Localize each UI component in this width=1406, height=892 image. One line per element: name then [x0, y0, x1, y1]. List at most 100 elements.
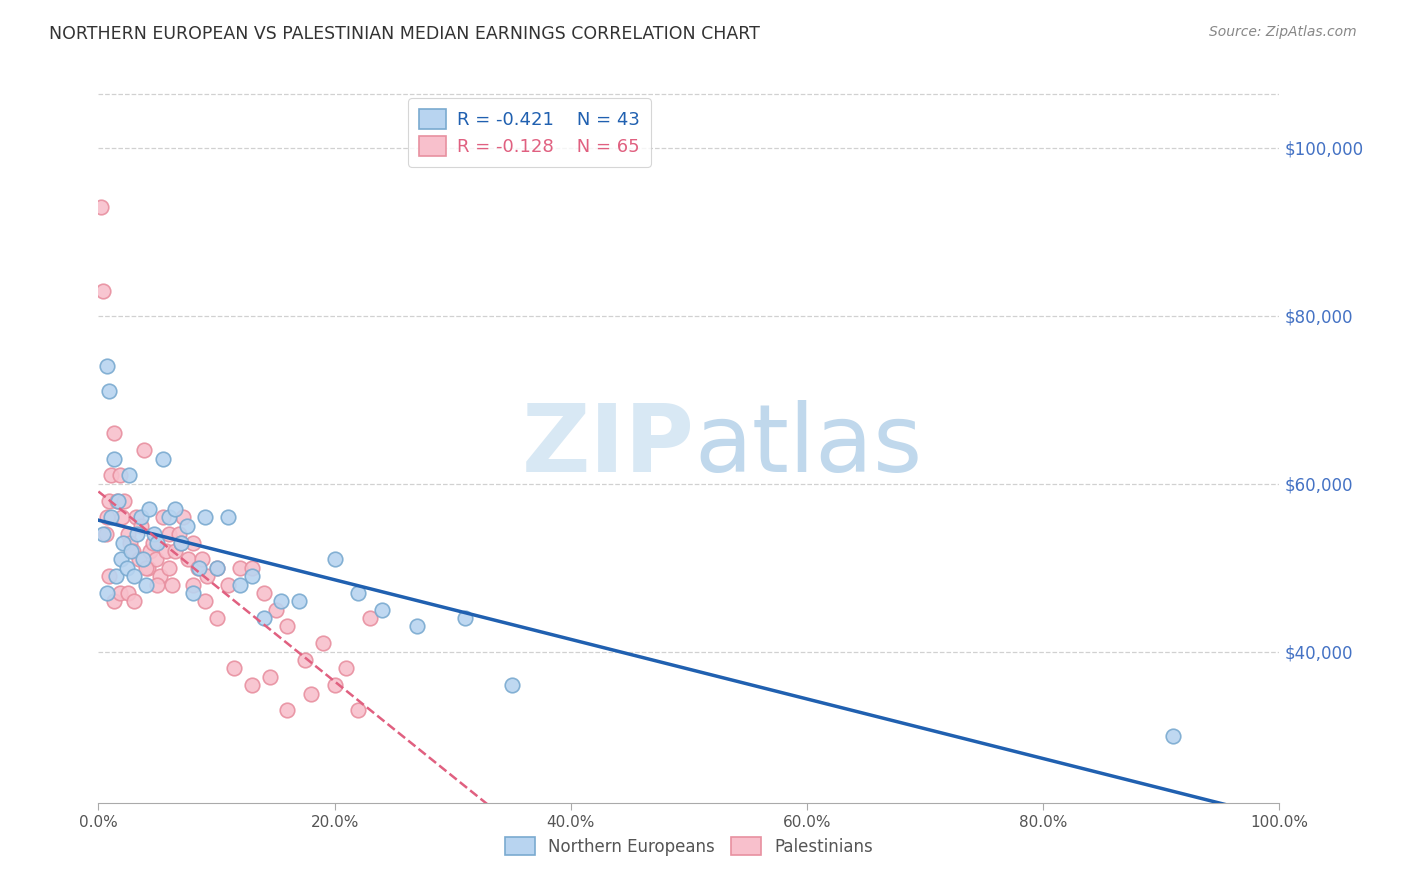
- Point: [217, 510, 239, 524]
- Point: [240, 569, 263, 583]
- Point: [224, 661, 246, 675]
- Point: [108, 468, 131, 483]
- Point: [347, 703, 370, 717]
- Point: [264, 603, 287, 617]
- Point: [217, 577, 239, 591]
- Point: [165, 544, 187, 558]
- Point: [187, 560, 209, 574]
- Point: [94, 527, 117, 541]
- Point: [90, 200, 112, 214]
- Point: [270, 594, 292, 608]
- Point: [98, 569, 121, 583]
- Point: [115, 560, 138, 574]
- Point: [118, 468, 141, 483]
- Point: [312, 636, 335, 650]
- Point: [160, 577, 183, 591]
- Point: [170, 535, 193, 549]
- Point: [112, 535, 135, 549]
- Point: [299, 687, 322, 701]
- Point: [205, 560, 228, 574]
- Point: [120, 535, 142, 549]
- Text: Source: ZipAtlas.com: Source: ZipAtlas.com: [1209, 25, 1357, 39]
- Point: [132, 552, 155, 566]
- Point: [112, 493, 135, 508]
- Point: [134, 443, 156, 458]
- Point: [136, 560, 159, 574]
- Point: [142, 527, 165, 541]
- Point: [157, 510, 180, 524]
- Point: [240, 560, 263, 574]
- Point: [294, 653, 316, 667]
- Point: [121, 544, 143, 558]
- Point: [229, 560, 252, 574]
- Point: [181, 535, 204, 549]
- Point: [152, 451, 174, 466]
- Point: [194, 594, 217, 608]
- Point: [135, 560, 157, 574]
- Point: [176, 518, 198, 533]
- Point: [103, 594, 125, 608]
- Text: atlas: atlas: [695, 400, 924, 492]
- Point: [276, 703, 298, 717]
- Point: [335, 661, 357, 675]
- Point: [149, 569, 172, 583]
- Point: [157, 560, 180, 574]
- Point: [96, 510, 118, 524]
- Point: [142, 535, 165, 549]
- Point: [138, 502, 160, 516]
- Point: [100, 468, 122, 483]
- Point: [1161, 729, 1184, 743]
- Point: [253, 586, 276, 600]
- Point: [406, 619, 429, 633]
- Point: [259, 670, 281, 684]
- Point: [371, 603, 394, 617]
- Point: [145, 552, 167, 566]
- Point: [170, 535, 193, 549]
- Point: [205, 611, 228, 625]
- Point: [195, 569, 218, 583]
- Point: [107, 493, 129, 508]
- Point: [96, 359, 118, 374]
- Point: [347, 586, 370, 600]
- Point: [191, 552, 214, 566]
- Legend: Northern Europeans, Palestinians: Northern Europeans, Palestinians: [495, 827, 883, 866]
- Point: [181, 577, 204, 591]
- Point: [103, 451, 125, 466]
- Point: [105, 569, 128, 583]
- Point: [146, 535, 169, 549]
- Point: [122, 569, 145, 583]
- Point: [129, 510, 152, 524]
- Point: [323, 552, 346, 566]
- Point: [105, 493, 128, 508]
- Point: [103, 426, 125, 441]
- Point: [111, 510, 134, 524]
- Point: [128, 552, 150, 566]
- Point: [91, 284, 114, 298]
- Point: [98, 384, 121, 399]
- Point: [194, 510, 217, 524]
- Point: [135, 577, 157, 591]
- Point: [157, 527, 180, 541]
- Point: [229, 577, 252, 591]
- Point: [288, 594, 311, 608]
- Point: [253, 611, 276, 625]
- Point: [129, 518, 152, 533]
- Point: [359, 611, 381, 625]
- Point: [117, 527, 139, 541]
- Point: [167, 527, 190, 541]
- Point: [155, 544, 177, 558]
- Point: [187, 560, 209, 574]
- Point: [240, 678, 263, 692]
- Point: [117, 586, 139, 600]
- Point: [122, 594, 145, 608]
- Point: [127, 527, 149, 541]
- Point: [125, 510, 148, 524]
- Point: [98, 493, 121, 508]
- Point: [323, 678, 346, 692]
- Point: [453, 611, 475, 625]
- Point: [181, 586, 204, 600]
- Point: [501, 678, 523, 692]
- Text: ZIP: ZIP: [522, 400, 695, 492]
- Point: [96, 586, 118, 600]
- Point: [146, 577, 169, 591]
